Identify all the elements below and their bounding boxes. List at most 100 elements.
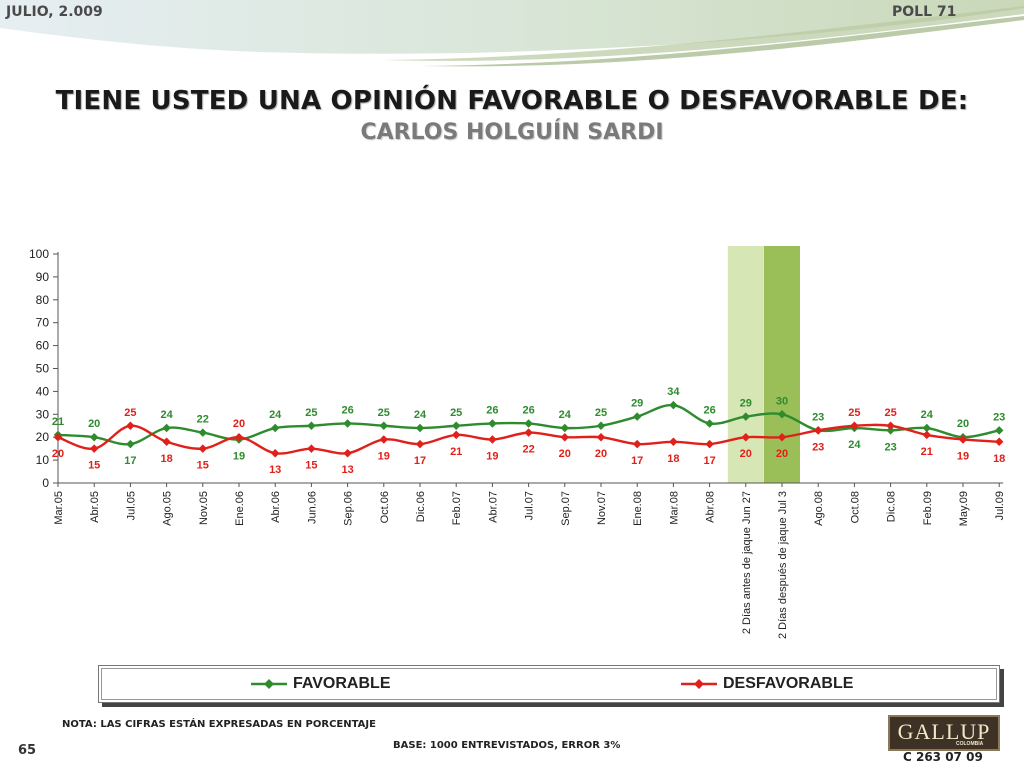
series-1-label-6: 13 [269, 464, 281, 476]
x-tick-label-8: Sep.06 [343, 491, 355, 526]
series-1-label-26: 18 [993, 453, 1005, 465]
series-1-label-15: 20 [595, 448, 607, 460]
series-0-point-3 [162, 423, 171, 433]
series-1-label-19: 20 [740, 448, 752, 460]
series-1-label-24: 21 [921, 446, 933, 458]
y-tick-label-0: 0 [42, 476, 49, 490]
page-number: 65 [18, 743, 37, 758]
series-1-label-20: 20 [776, 448, 788, 460]
series-1-label-9: 19 [378, 450, 390, 462]
series-0-point-13 [524, 419, 533, 428]
series-1-label-8: 13 [341, 464, 353, 476]
series-1-point-13 [524, 428, 533, 437]
x-tick-label-12: Abr.07 [487, 491, 499, 523]
series-0-label-16: 29 [631, 398, 643, 410]
x-tick-label-25: May.09 [958, 491, 970, 526]
series-1-label-2: 25 [124, 407, 136, 419]
y-tick-label-30: 30 [36, 407, 50, 421]
series-0-label-25: 20 [957, 418, 969, 430]
x-tick-label-19: 2 Días antes de jaque Jun 27 [741, 491, 753, 634]
series-1-point-15 [596, 432, 606, 442]
x-tick-label-14: Sep.07 [560, 491, 572, 526]
y-tick-label-20: 20 [36, 430, 50, 444]
sample-base: BASE: 1000 ENTREVISTADOS, ERROR 3% [393, 740, 621, 751]
x-tick-label-26: Jul.09 [994, 491, 1006, 520]
series-1-point-5 [234, 432, 244, 442]
series-1-point-10 [415, 439, 425, 449]
series-0-label-10: 24 [414, 409, 427, 421]
legend-label-desfavorable: DESFAVORABLE [723, 675, 854, 692]
chart-subtitle: CARLOS HOLGUÍN SARDI [360, 120, 664, 145]
x-tick-label-21: Ago.08 [813, 491, 825, 526]
series-1-point-1 [89, 444, 99, 453]
y-tick-label-90: 90 [36, 270, 50, 284]
series-1-label-11: 21 [450, 446, 462, 458]
series-0-label-20: 30 [776, 395, 788, 407]
x-tick-label-2: Jul.05 [125, 491, 137, 520]
series-1-point-9 [379, 435, 389, 444]
series-1-point-17 [669, 437, 678, 447]
series-0-label-17: 34 [667, 386, 680, 398]
series-0-label-3: 24 [160, 409, 173, 421]
y-tick-label-100: 100 [29, 247, 49, 261]
series-0-label-2: 17 [124, 455, 136, 467]
series-1-label-14: 20 [559, 448, 571, 460]
legend-swatch-favorable [251, 679, 287, 689]
x-tick-label-6: Abr.06 [270, 491, 282, 523]
x-tick-label-1: Abr.05 [89, 491, 101, 523]
series-1-label-17: 18 [667, 453, 679, 465]
legend-item-desfavorable: DESFAVORABLE [679, 674, 853, 694]
series-0-point-16 [632, 412, 642, 421]
series-0-label-8: 26 [341, 404, 353, 416]
legend-label-favorable: FAVORABLE [293, 675, 391, 692]
series-0-point-4 [198, 428, 208, 437]
x-tick-label-3: Ago.05 [162, 491, 174, 526]
x-tick-label-9: Oct.06 [379, 491, 391, 523]
series-0-point-2 [126, 439, 135, 449]
series-0-label-4: 22 [197, 414, 209, 426]
series-1-label-22: 25 [848, 407, 860, 419]
x-tick-label-4: Nov.05 [198, 491, 210, 525]
series-0-point-9 [379, 421, 389, 430]
x-tick-label-17: Mar.08 [668, 491, 680, 525]
series-1-point-11 [451, 430, 461, 440]
legend-item-favorable: FAVORABLE [249, 674, 390, 694]
series-1-point-4 [198, 444, 208, 453]
series-0-point-12 [488, 419, 497, 428]
poll-number: POLL 71 [892, 4, 957, 20]
x-tick-label-18: Abr.08 [705, 491, 717, 523]
series-0-label-22: 24 [848, 439, 861, 451]
series-1-point-26 [994, 437, 1004, 447]
series-1-point-12 [488, 435, 497, 444]
header-decoration [0, 0, 1024, 80]
series-1-label-12: 19 [486, 450, 498, 462]
series-0-point-26 [994, 426, 1004, 435]
series-1-point-3 [162, 437, 171, 447]
y-tick-label-10: 10 [36, 453, 50, 467]
y-tick-label-50: 50 [36, 362, 50, 376]
chart-legend: FAVORABLE DESFAVORABLE [98, 665, 1000, 703]
series-0-point-19 [741, 412, 751, 421]
series-0-point-6 [270, 423, 280, 433]
series-0-label-15: 25 [595, 407, 607, 419]
series-1-label-3: 18 [160, 453, 172, 465]
series-0-point-14 [560, 423, 570, 433]
series-0-label-7: 25 [305, 407, 317, 419]
series-0-label-5: 19 [233, 450, 245, 462]
series-1-label-10: 17 [414, 455, 426, 467]
series-1-label-13: 22 [522, 444, 534, 456]
series-1-point-21 [813, 426, 823, 435]
highlight-band-19 [727, 246, 764, 483]
series-1-label-21: 23 [812, 441, 824, 453]
series-0-point-17 [669, 400, 678, 410]
series-1-point-6 [270, 448, 280, 458]
series-0-point-15 [596, 421, 606, 430]
chart-title: TIENE USTED UNA OPINIÓN FAVORABLE O DESF… [55, 86, 969, 116]
series-0-label-18: 26 [703, 404, 715, 416]
series-1-point-16 [632, 439, 642, 449]
series-1-point-23 [886, 421, 895, 430]
series-1-label-18: 17 [703, 455, 715, 467]
series-1-point-2 [126, 421, 135, 430]
series-1-point-8 [343, 448, 352, 458]
